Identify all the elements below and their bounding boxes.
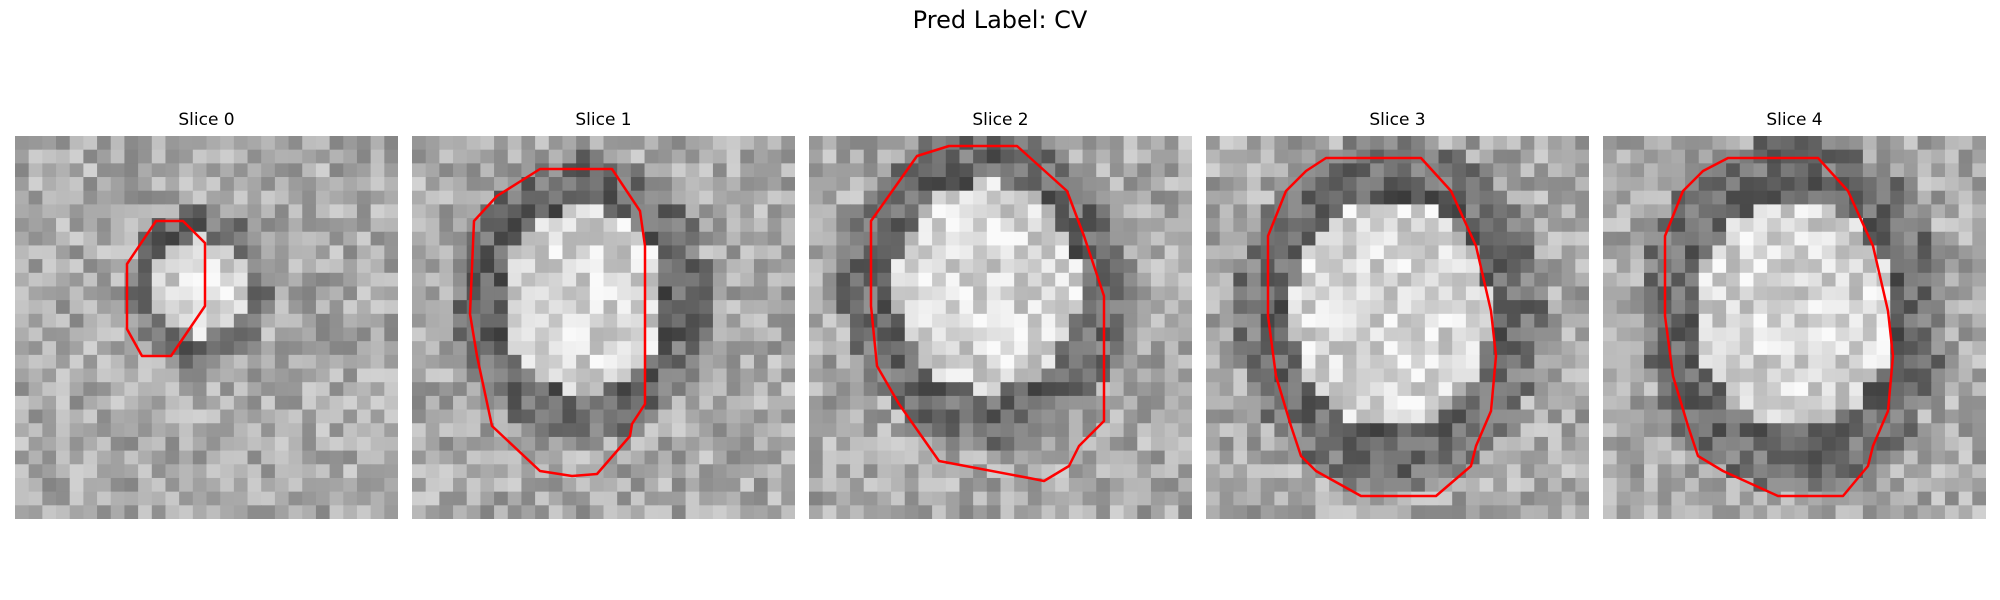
slice-title: Slice 1 bbox=[575, 110, 632, 130]
segmentation-contour bbox=[869, 144, 1106, 483]
slice-title: Slice 4 bbox=[1766, 110, 1823, 130]
segmentation-contour bbox=[1266, 156, 1498, 498]
slice-panel-4: Slice 4 bbox=[1603, 108, 1986, 519]
slice-image bbox=[15, 136, 398, 519]
slice-panel-3: Slice 3 bbox=[1206, 108, 1589, 519]
slice-title: Slice 2 bbox=[972, 110, 1029, 130]
slice-image bbox=[1603, 136, 1986, 519]
slice-image bbox=[412, 136, 795, 519]
segmentation-contour bbox=[468, 167, 647, 478]
slice-panel-1: Slice 1 bbox=[412, 108, 795, 519]
slice-image bbox=[1206, 136, 1589, 519]
slice-title: Slice 3 bbox=[1369, 110, 1426, 130]
slice-panel-2: Slice 2 bbox=[809, 108, 1192, 519]
segmentation-contour bbox=[1663, 156, 1895, 498]
figure-title: Pred Label: CV bbox=[912, 6, 1088, 34]
slice-title: Slice 0 bbox=[178, 110, 235, 130]
slice-panel-0: Slice 0 bbox=[15, 108, 398, 519]
segmentation-contour bbox=[125, 219, 207, 358]
slice-image bbox=[809, 136, 1192, 519]
